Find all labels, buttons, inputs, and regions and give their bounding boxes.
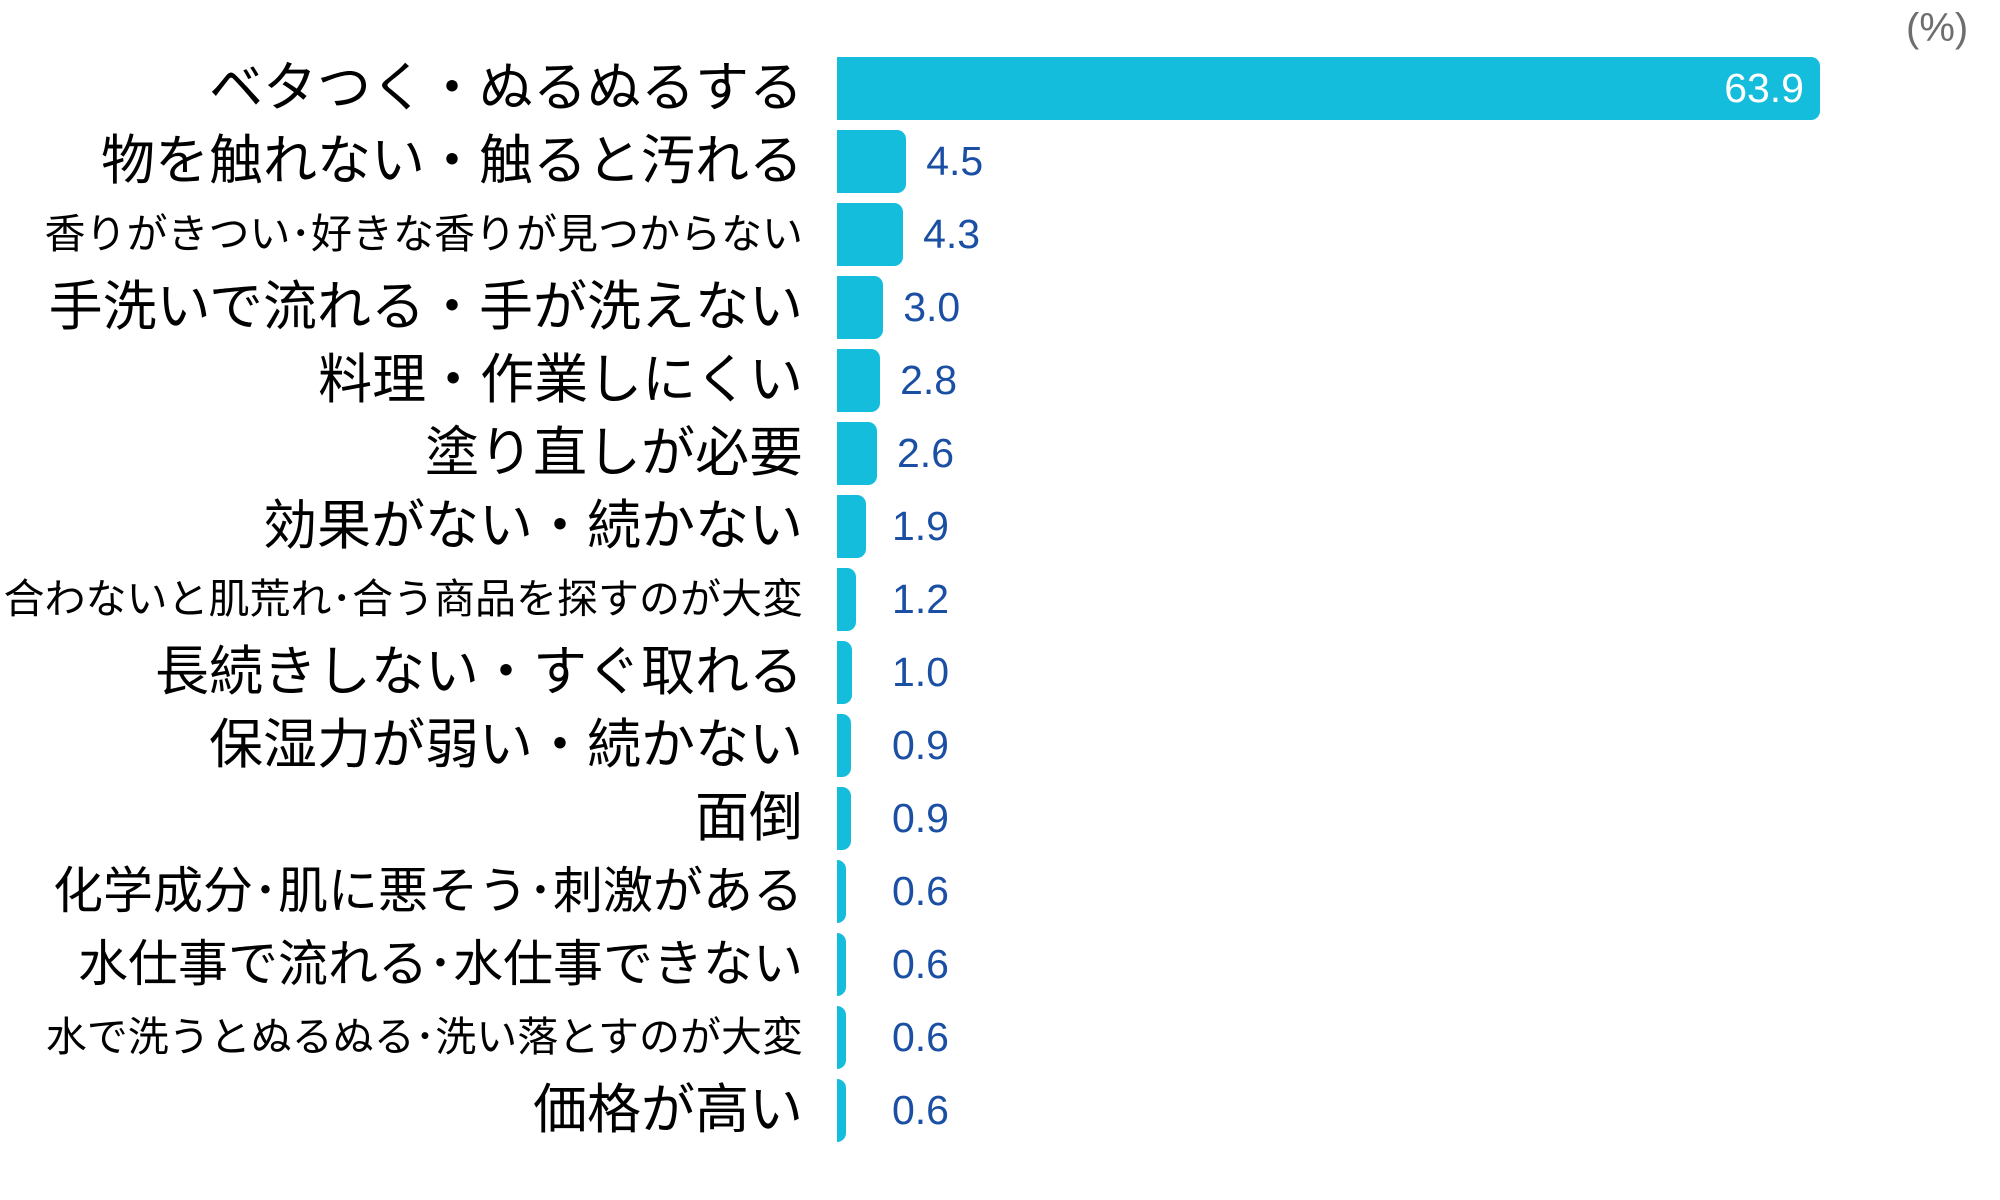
chart-row: 価格が高い 0.6 (0, 1074, 2000, 1147)
bar (837, 641, 853, 704)
category-label: 面倒 (695, 788, 803, 849)
category-label: 手洗いで流れる・手が洗えない (48, 277, 803, 338)
chart-row: 面倒 0.9 (0, 782, 2000, 855)
category-label: 効果がない・続かない (263, 496, 803, 557)
category-label: 塗り直しが必要 (425, 423, 803, 484)
bar (837, 1079, 847, 1142)
chart-row: 水で洗うとぬるぬる･洗い落とすのが大変 0.6 (0, 1001, 2000, 1074)
bar-track: 63.9 (837, 57, 2000, 120)
value-label: 1.0 (892, 649, 949, 695)
bar-track: 1.9 (837, 495, 2000, 558)
chart-rows: ベタつく・ぬるぬるする 63.9 物を触れない・触ると汚れる 4.5 香りがきつい･好き… (0, 52, 2000, 1147)
chart-row: 塗り直しが必要 2.6 (0, 417, 2000, 490)
bar (837, 203, 904, 266)
bar (837, 787, 851, 850)
bar-track: 0.6 (837, 860, 2000, 923)
chart-row: 保湿力が弱い・続かない 0.9 (0, 709, 2000, 782)
bar-track: 4.5 (837, 130, 2000, 193)
bar-track: 3.0 (837, 276, 2000, 339)
value-label: 0.9 (891, 722, 949, 768)
bar (837, 568, 856, 631)
chart-row: 手洗いで流れる・手が洗えない 3.0 (0, 271, 2000, 344)
bar-track: 1.2 (837, 568, 2000, 631)
value-label: 4.3 (923, 211, 981, 257)
bar (837, 349, 881, 412)
bar (837, 933, 847, 996)
category-label: 合わないと肌荒れ･合う商品を探すのが大変 (3, 575, 804, 622)
category-label: 物を触れない・触ると汚れる (101, 131, 803, 192)
value-label: 1.2 (892, 576, 950, 622)
value-label: 0.6 (891, 941, 949, 987)
value-label: 0.6 (891, 1014, 949, 1060)
chart-row: 水仕事で流れる･水仕事できない 0.6 (0, 928, 2000, 1001)
category-label: 料理・作業しにくい (318, 350, 803, 411)
bar-track: 2.6 (837, 422, 2000, 485)
percent-unit-label: (%) (1906, 6, 1969, 50)
bar (837, 495, 867, 558)
category-label: ベタつく・ぬるぬるする (209, 58, 803, 119)
category-label: 長続きしない・すぐ取れる (155, 642, 803, 703)
chart-row: 長続きしない・すぐ取れる 1.0 (0, 636, 2000, 709)
chart-row: 物を触れない・触ると汚れる 4.5 (0, 125, 2000, 198)
chart-row: 香りがきつい･好きな香りが見つからない 4.3 (0, 198, 2000, 271)
value-label: 63.9 (1724, 65, 1804, 111)
value-label: 3.0 (903, 284, 961, 330)
category-label: 化学成分･肌に悪そう･刺激がある (53, 863, 803, 920)
bar-track: 0.6 (837, 933, 2000, 996)
category-label: 保湿力が弱い・続かない (209, 715, 803, 776)
value-label: 4.5 (926, 138, 984, 184)
value-label: 2.6 (897, 430, 954, 476)
category-label: 水仕事で流れる･水仕事できない (78, 936, 803, 993)
value-label: 2.8 (900, 357, 958, 403)
category-label: 水で洗うとぬるぬる･洗い落とすのが大変 (45, 1013, 803, 1060)
bar-track: 0.9 (837, 714, 2000, 777)
value-label: 0.9 (891, 795, 949, 841)
value-label: 0.6 (891, 868, 949, 914)
value-label: 0.6 (891, 1087, 949, 1133)
bar-track: 0.6 (837, 1006, 2000, 1069)
bar-track: 2.8 (837, 349, 2000, 412)
chart-row: 化学成分･肌に悪そう･刺激がある 0.6 (0, 855, 2000, 928)
chart-row: ベタつく・ぬるぬるする 63.9 (0, 52, 2000, 125)
bar (837, 714, 851, 777)
value-label: 1.9 (891, 503, 949, 549)
bar (837, 130, 907, 193)
chart-row: 合わないと肌荒れ･合う商品を探すのが大変 1.2 (0, 563, 2000, 636)
bar (837, 860, 847, 923)
category-label: 価格が高い (533, 1080, 803, 1141)
bar (837, 276, 884, 339)
chart-row: 効果がない・続かない 1.9 (0, 490, 2000, 563)
bar (837, 422, 877, 485)
category-label: 香りがきつい･好きな香りが見つからない (44, 210, 804, 257)
bar-track: 4.3 (837, 203, 2000, 266)
bar-track: 0.9 (837, 787, 2000, 850)
bar-track: 1.0 (837, 641, 2000, 704)
bar-track: 0.6 (837, 1079, 2000, 1142)
bar: 63.9 (837, 57, 1820, 120)
chart-row: 料理・作業しにくい 2.8 (0, 344, 2000, 417)
bar (837, 1006, 847, 1069)
